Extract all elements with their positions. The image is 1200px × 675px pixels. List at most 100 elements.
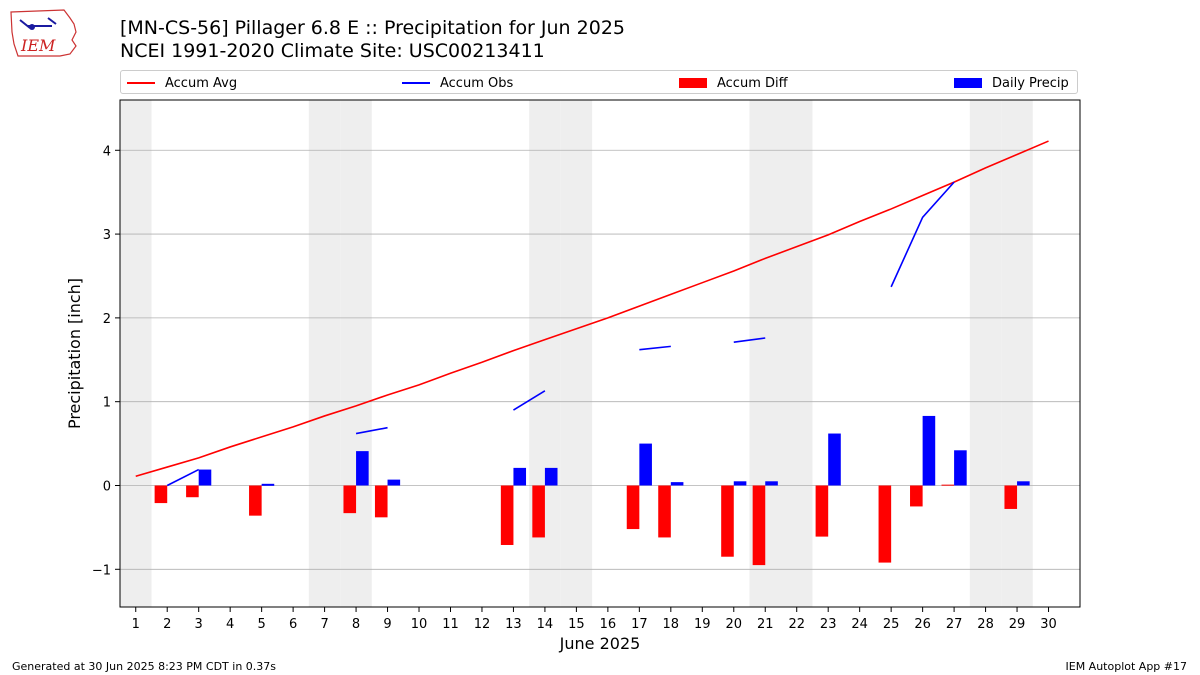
x-tick-label: 20 (725, 617, 742, 632)
daily-precip-bar (356, 451, 369, 486)
legend-swatch-accum-obs (402, 82, 430, 84)
footer-generated: Generated at 30 Jun 2025 8:23 PM CDT in … (12, 660, 277, 673)
chart-legend: Accum Avg Accum Obs Accum Diff Daily Pre… (120, 70, 1078, 94)
x-tick-label: 27 (946, 617, 963, 632)
weekend-band (1001, 100, 1033, 607)
x-tick-label: 26 (914, 617, 931, 632)
daily-precip-bar (1017, 481, 1030, 486)
x-tick-label: 30 (1040, 617, 1057, 632)
weather-station-icon (29, 24, 35, 30)
accum-diff-bar (249, 485, 262, 516)
x-axis-label: June 2025 (559, 634, 641, 653)
daily-precip-bar (261, 483, 275, 486)
x-tick-label: 11 (442, 617, 459, 632)
x-tick-label: 19 (694, 617, 711, 632)
daily-precip-bar (544, 467, 558, 486)
x-tick-label: 6 (289, 617, 297, 632)
x-tick-label: 16 (600, 617, 617, 632)
y-tick-label: 2 (103, 312, 111, 327)
accum-diff-bar (626, 485, 640, 530)
x-tick-label: 12 (474, 617, 491, 632)
x-tick-label: 22 (788, 617, 805, 632)
accum-diff-bar (878, 485, 892, 563)
accum-obs-line (513, 390, 546, 411)
accum-obs-line (733, 337, 766, 343)
legend-swatch-accum-avg (127, 82, 155, 84)
bars (154, 415, 1030, 566)
accum-diff-bar (815, 485, 829, 537)
daily-precip-bar (828, 433, 841, 486)
y-tick-label: 0 (103, 479, 111, 494)
x-tick-label: 23 (820, 617, 837, 632)
x-tick-label: 21 (757, 617, 774, 632)
x-tick-label: 7 (320, 617, 328, 632)
accum-diff-bar (154, 485, 168, 504)
chart-subtitle: NCEI 1991-2020 Climate Site: USC00213411 (120, 40, 545, 62)
logo-text: IEM (20, 36, 56, 55)
x-tick-label: 15 (568, 617, 585, 632)
weekend-band (308, 100, 341, 607)
y-tick-label: 3 (103, 228, 111, 243)
daily-precip-bar (639, 443, 652, 486)
grid-lines (120, 149, 1080, 570)
accum-diff-bar (532, 485, 545, 538)
daily-precip-bar (733, 481, 747, 486)
accum-obs-line (639, 345, 671, 351)
x-tick-label: 9 (383, 617, 391, 632)
accum-diff-bar (752, 485, 766, 566)
legend-item-accum-obs: Accum Obs (402, 74, 513, 92)
daily-precip-bar (765, 481, 778, 486)
accum-obs-line (355, 426, 388, 435)
x-tick-label: 4 (226, 617, 234, 632)
legend-swatch-daily-precip (954, 78, 982, 88)
x-tick-label: 2 (163, 617, 171, 632)
x-tick-label: 29 (1009, 617, 1026, 632)
accum-diff-bar (910, 485, 923, 507)
weekend-band (969, 100, 1002, 607)
y-tick-label: 4 (103, 144, 111, 159)
x-tick-label: 8 (352, 617, 360, 632)
x-tick-label: 13 (505, 617, 522, 632)
plot-frame (119, 99, 1081, 608)
accum-diff-bar (186, 485, 199, 498)
daily-precip-bar (670, 482, 684, 486)
weekend-band (120, 100, 152, 607)
accum-diff-bar (721, 485, 734, 557)
iowa-state-outline (10, 9, 77, 57)
x-tick-label: 24 (851, 617, 868, 632)
footer-app: IEM Autoplot App #17 (1065, 660, 1188, 673)
y-tick-label: 1 (103, 396, 111, 411)
y-axis-label: Precipitation [inch] (65, 278, 84, 429)
weekend-band (340, 100, 372, 607)
legend-swatch-accum-diff (679, 78, 707, 88)
legend-label: Accum Avg (165, 75, 238, 91)
x-tick-label: 17 (631, 617, 648, 632)
accum-obs-line (890, 181, 955, 288)
x-tick-label: 10 (411, 617, 428, 632)
accum-diff-bar (658, 485, 671, 538)
x-tick-label: 28 (977, 617, 994, 632)
legend-item-accum-diff: Accum Diff (679, 74, 788, 92)
daily-precip-bar (387, 479, 401, 486)
accum-diff-bar (374, 485, 388, 518)
accum-diff-bar (941, 484, 955, 486)
daily-precip-bar (198, 469, 212, 486)
chart-title: [MN-CS-56] Pillager 6.8 E :: Precipitati… (120, 17, 625, 39)
x-tick-label: 1 (132, 617, 140, 632)
legend-item-accum-avg: Accum Avg (127, 74, 237, 92)
weekend-band (780, 100, 813, 607)
accum-obs-line (166, 468, 200, 487)
accum-diff-bar (1004, 485, 1018, 509)
series-lines (135, 140, 1049, 487)
daily-precip-bar (954, 450, 967, 486)
legend-label: Accum Diff (717, 75, 788, 91)
axis-ticks: 1 2 3 4 5 6 7 8 9 10 11 12 13 14 15 16 17 18 19 20 21 22 23 24 2… (92, 144, 1057, 632)
accum-avg-line (135, 140, 1049, 478)
x-tick-label: 18 (663, 617, 680, 632)
x-tick-label: 14 (537, 617, 554, 632)
y-tick-label: −1 (92, 563, 111, 578)
iem-logo: IEM (10, 9, 77, 57)
legend-item-daily-precip: Daily Precip (954, 74, 1069, 92)
legend-label: Daily Precip (992, 75, 1069, 91)
